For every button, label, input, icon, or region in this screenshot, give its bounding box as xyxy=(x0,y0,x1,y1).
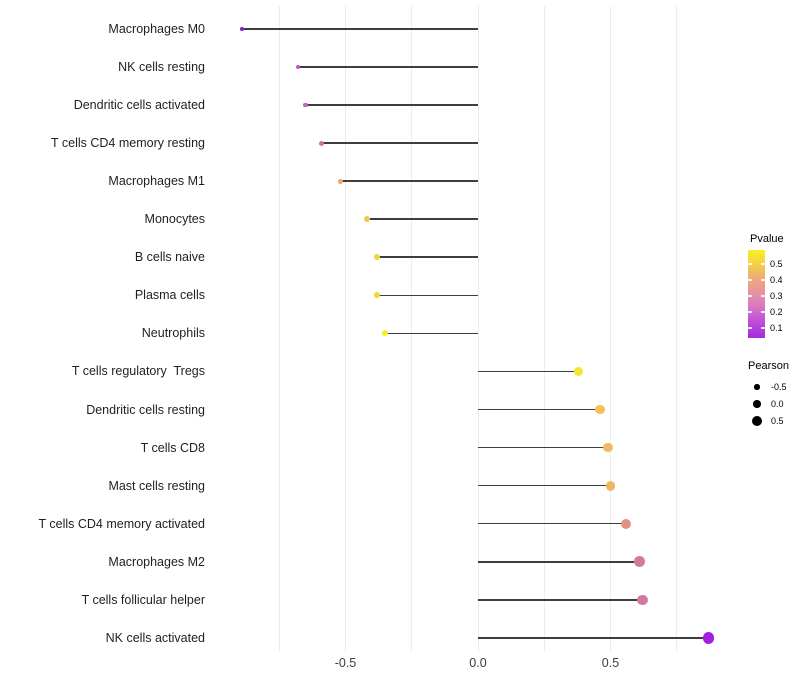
lollipop-stem xyxy=(242,28,478,30)
colorbar-tick xyxy=(748,279,752,281)
pvalue-colorbar xyxy=(748,250,765,338)
lollipop-stem xyxy=(377,256,478,259)
lollipop-stem xyxy=(478,408,600,411)
colorbar-tick xyxy=(761,327,765,329)
lollipop-dot xyxy=(374,254,381,261)
lollipop-stem xyxy=(385,332,478,335)
lollipop-stem xyxy=(478,636,709,639)
lollipop-dot xyxy=(363,216,370,223)
colorbar-tick xyxy=(748,295,752,297)
row-label: Macrophages M1 xyxy=(108,174,205,189)
lollipop-dot xyxy=(574,366,584,377)
pearson-legend-label: -0.5 xyxy=(771,382,787,392)
row-label: Mast cells resting xyxy=(108,478,205,493)
row-label: Dendritic cells activated xyxy=(73,98,205,113)
gridline xyxy=(411,6,413,652)
lollipop-dot xyxy=(303,102,309,108)
x-tick-label: 0.5 xyxy=(601,656,620,670)
lollipop-dot xyxy=(295,64,301,70)
row-label: Dendritic cells resting xyxy=(86,402,205,417)
pearson-legend-title: Pearson xyxy=(748,360,789,372)
row-label: T cells CD4 memory resting xyxy=(51,136,205,151)
colorbar-tick xyxy=(761,295,765,297)
lollipop-stem xyxy=(478,522,627,525)
lollipop-dot xyxy=(621,518,632,529)
colorbar-tick xyxy=(748,327,752,329)
lollipop-dot xyxy=(702,631,715,644)
lollipop-stem xyxy=(478,370,579,373)
pvalue-tick-label: 0.4 xyxy=(770,275,783,285)
pvalue-tick-label: 0.2 xyxy=(770,307,783,317)
row-label: Neutrophils xyxy=(141,326,205,341)
colorbar-tick xyxy=(748,311,752,313)
row-label: T cells CD4 memory activated xyxy=(38,516,206,531)
row-label: NK cells activated xyxy=(105,630,205,645)
row-label: Plasma cells xyxy=(134,288,205,303)
row-label: Macrophages M2 xyxy=(108,554,205,569)
pvalue-tick-label: 0.5 xyxy=(770,259,783,269)
lollipop-stem xyxy=(305,104,478,106)
pvalue-legend-title: Pvalue xyxy=(750,233,784,245)
row-label: T cells follicular helper xyxy=(81,592,205,607)
lollipop-dot xyxy=(374,292,381,299)
row-label: T cells regulatory Tregs xyxy=(71,364,205,379)
row-label: Monocytes xyxy=(144,212,205,227)
x-tick-label: -0.5 xyxy=(334,656,357,670)
lollipop-dot xyxy=(602,442,613,453)
row-label: NK cells resting xyxy=(118,60,205,75)
pearson-legend-label: 0.5 xyxy=(771,416,784,426)
pvalue-tick-label: 0.3 xyxy=(770,291,783,301)
lollipop-stem xyxy=(340,180,478,183)
pearson-legend-label: 0.0 xyxy=(771,399,784,409)
colorbar-tick xyxy=(761,263,765,265)
lollipop-dot xyxy=(634,556,645,567)
lollipop-stem xyxy=(297,66,478,68)
colorbar-tick xyxy=(761,311,765,313)
lollipop-dot xyxy=(240,27,244,31)
gridline xyxy=(345,6,346,652)
lollipop-dot xyxy=(605,480,616,491)
gridline xyxy=(477,6,479,652)
x-tick-label: 0.0 xyxy=(469,656,487,670)
lollipop-stem xyxy=(478,484,611,487)
colorbar-tick xyxy=(761,279,765,281)
gridline xyxy=(543,6,545,652)
pearson-legend-dot xyxy=(752,416,762,426)
lollipop-stem xyxy=(321,142,478,144)
gridline xyxy=(610,6,611,652)
pearson-legend-dot xyxy=(753,400,761,408)
lollipop-stem xyxy=(366,218,478,221)
lollipop-dot xyxy=(382,330,389,337)
lollipop-stem xyxy=(377,294,478,297)
lollipop-dot xyxy=(595,404,605,415)
pvalue-tick-label: 0.1 xyxy=(770,323,783,333)
colorbar-tick xyxy=(748,263,752,265)
lollipop-stem xyxy=(478,560,640,563)
row-label: T cells CD8 xyxy=(140,440,205,455)
lollipop-dot xyxy=(319,140,325,146)
gridline xyxy=(278,6,280,652)
lollipop-stem xyxy=(478,598,643,601)
row-label: Macrophages M0 xyxy=(108,22,205,36)
gridline xyxy=(676,6,678,652)
row-label: B cells naive xyxy=(134,250,205,265)
lollipop-stem xyxy=(478,446,608,449)
lollipop-dot xyxy=(337,178,343,184)
pearson-legend-dot xyxy=(754,384,760,390)
lollipop-dot xyxy=(637,594,648,605)
